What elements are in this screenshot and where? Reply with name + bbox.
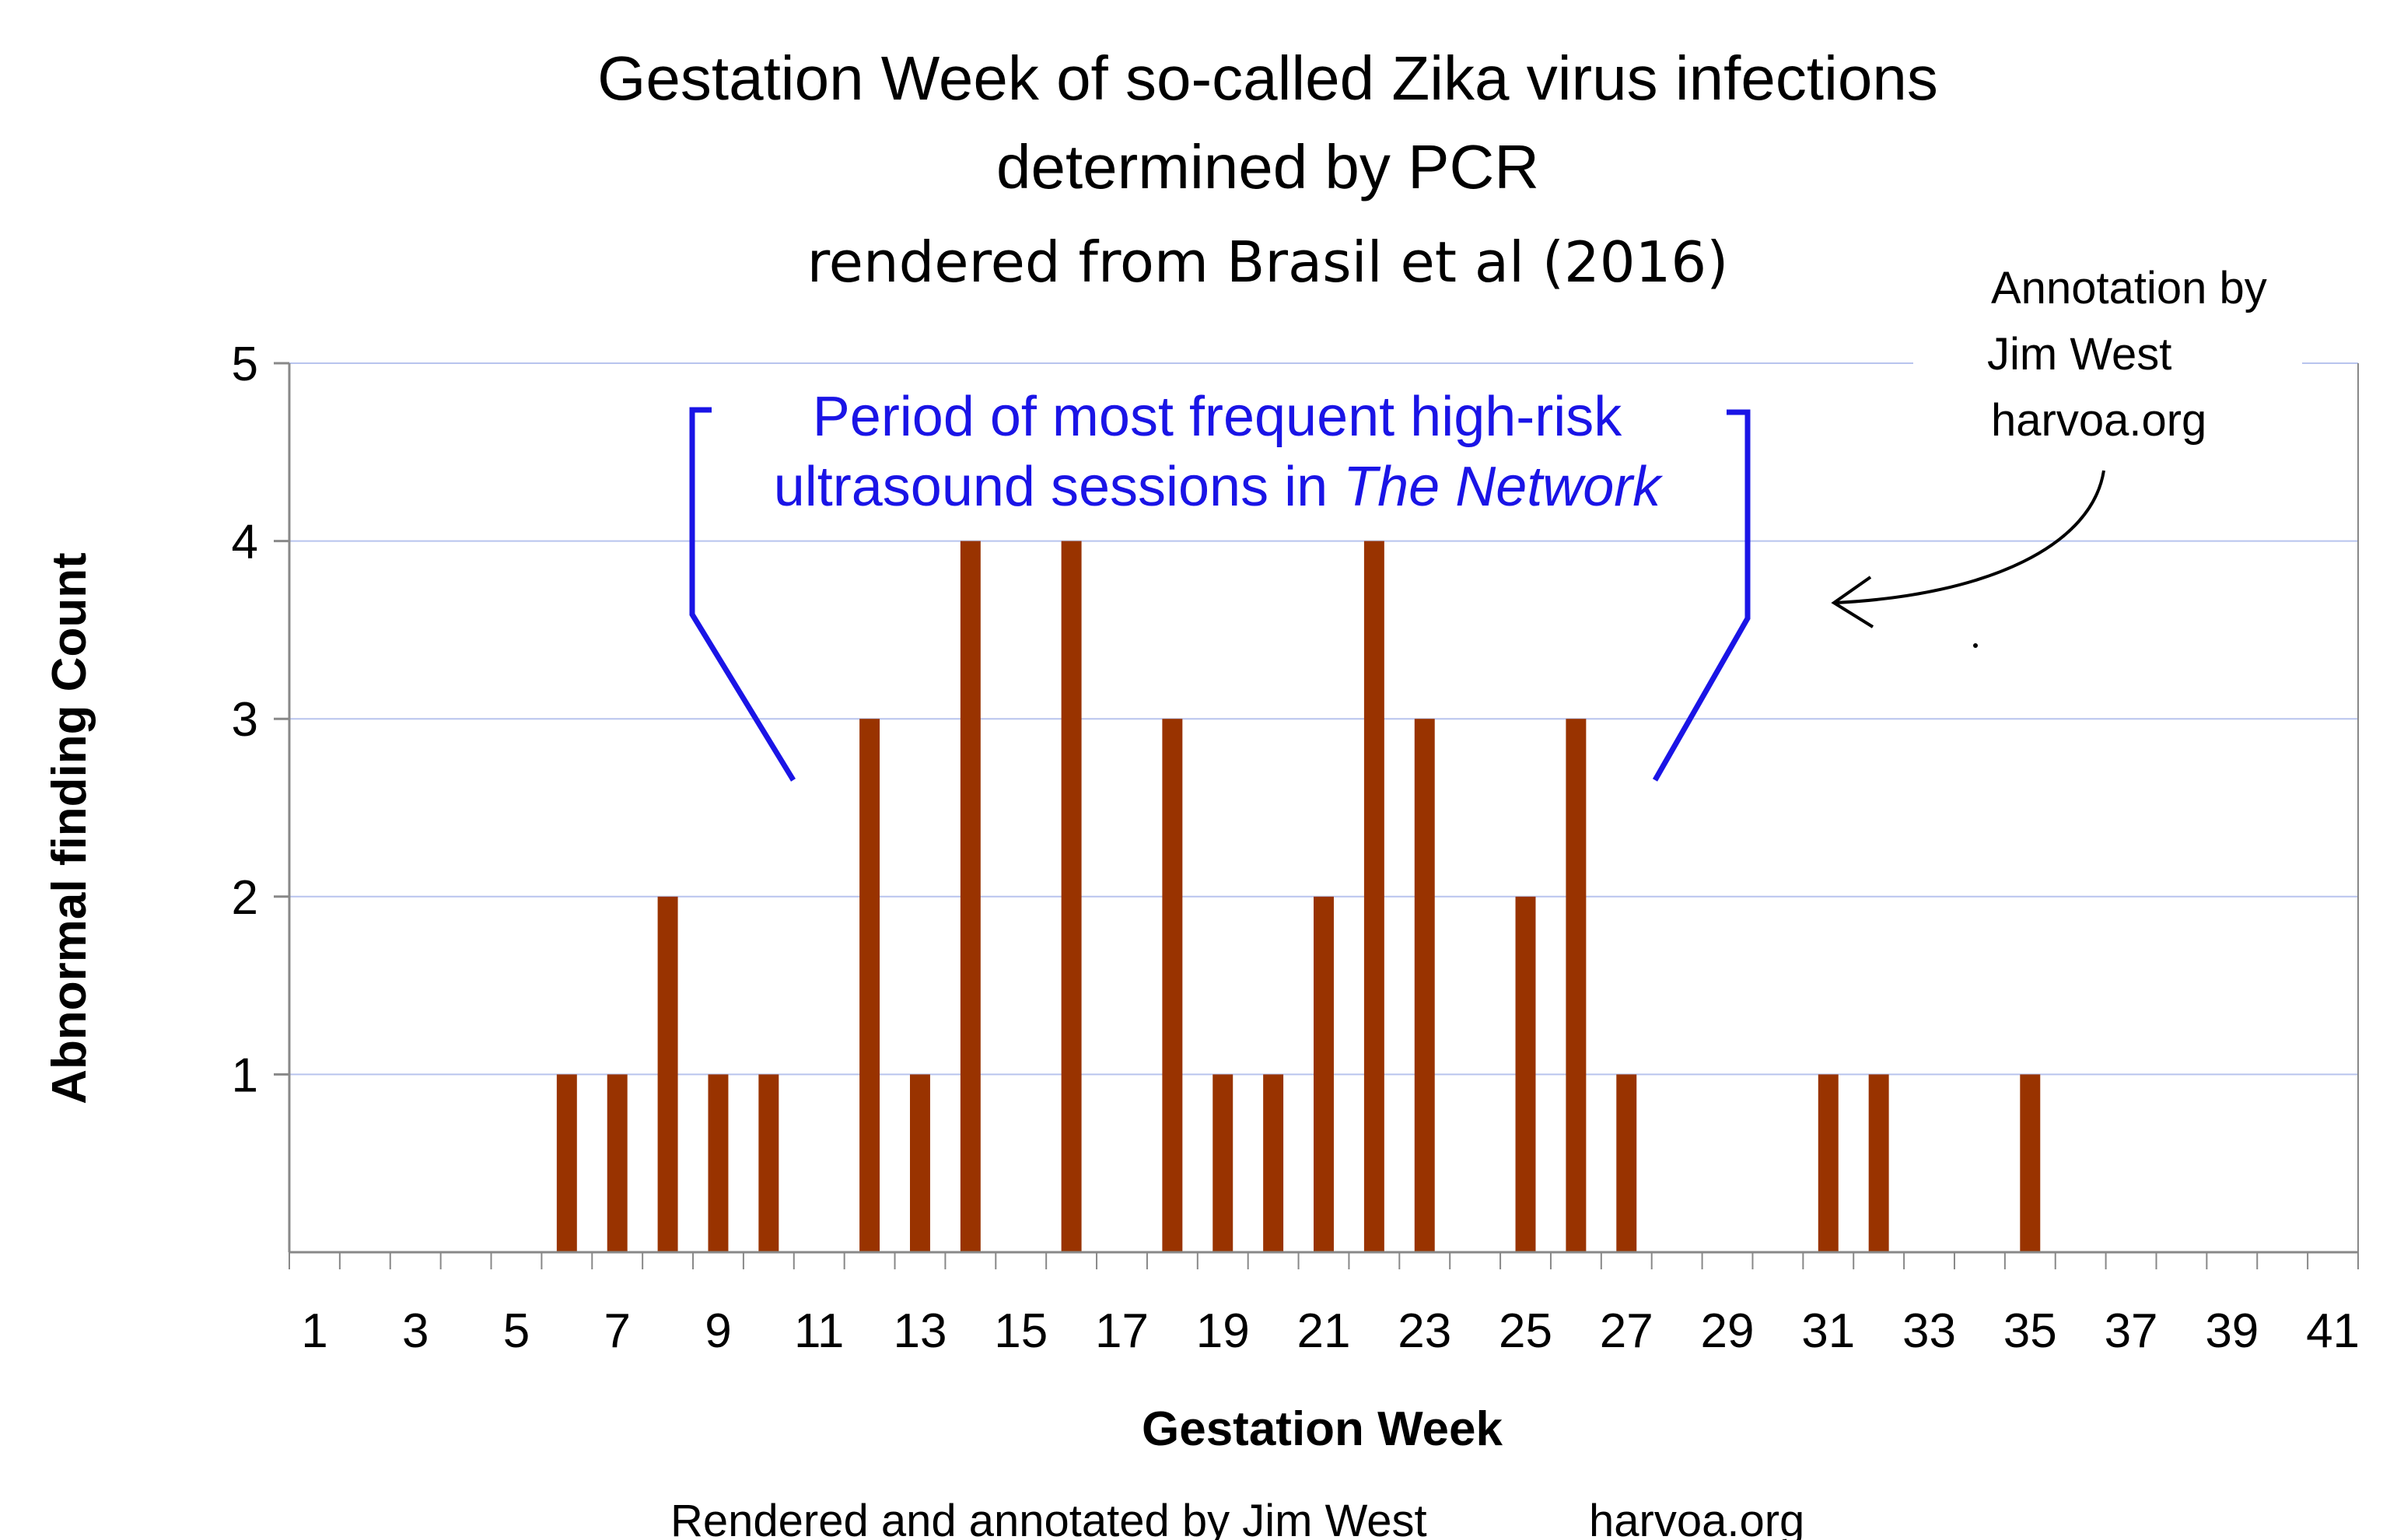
- bar-week-23: [1414, 719, 1435, 1252]
- author-text-line1: Annotation by: [1991, 263, 2267, 313]
- author-annotation: Annotation by Jim West harvoa.org: [1831, 263, 2267, 648]
- author-text-line2: Jim West: [1987, 329, 2171, 380]
- annotation-mask-period: [716, 373, 1711, 529]
- x-tick-label-21: 21: [1297, 1304, 1351, 1358]
- x-tick-label-11: 11: [794, 1304, 844, 1358]
- x-tick-label-27: 27: [1600, 1304, 1653, 1358]
- footer-credit-name: Rendered and annotated by Jim West: [670, 1496, 1427, 1540]
- period-annotation: Period of most frequent high-risk ultras…: [689, 386, 1751, 782]
- x-tick-label-13: 13: [893, 1304, 947, 1358]
- bar-week-13: [910, 1074, 930, 1252]
- stray-dot: [1973, 643, 1978, 648]
- x-tick-label-29: 29: [1701, 1304, 1755, 1358]
- period-text-line2: ultrasound sessions in The Network: [774, 456, 1664, 518]
- bar-week-21: [1314, 896, 1334, 1252]
- x-axis-label: Gestation Week: [1142, 1402, 1503, 1456]
- x-tick-label-25: 25: [1499, 1304, 1552, 1358]
- bar-week-12: [859, 719, 880, 1252]
- x-tick-label-17: 17: [1095, 1304, 1149, 1358]
- x-tick-labels: 1 3 5 7 9 11 13 15 17 19 21 23 25 27 29 31 33 35 37 39 41: [301, 1304, 2360, 1358]
- y-tick-labels: 1 2 3 4 5: [232, 338, 258, 1102]
- x-tick-label-19: 19: [1196, 1304, 1250, 1358]
- bar-week-8: [657, 896, 678, 1252]
- x-tick-label-23: 23: [1398, 1304, 1451, 1358]
- chart-title-line1: Gestation Week of so-called Zika virus i…: [597, 44, 1938, 113]
- left-bracket: [689, 407, 796, 782]
- annotation-mask-author: [1913, 342, 2302, 474]
- axes: [274, 362, 2359, 1269]
- bar-week-7: [607, 1074, 628, 1252]
- x-tick-label-15: 15: [994, 1304, 1048, 1358]
- gridlines: [289, 362, 2358, 1076]
- bars: [556, 541, 2041, 1252]
- bar-week-16: [1061, 541, 1082, 1252]
- bar-week-26: [1566, 719, 1587, 1252]
- bar-week-25: [1515, 896, 1536, 1252]
- y-tick-label-2: 2: [232, 871, 258, 925]
- x-tick-label-7: 7: [604, 1304, 630, 1358]
- curved-arrow: [1835, 470, 2105, 604]
- bar-week-18: [1162, 719, 1183, 1252]
- y-tick-label-3: 3: [232, 693, 258, 747]
- y-tick-label-4: 4: [232, 516, 258, 569]
- arrow-head: [1831, 576, 1874, 628]
- y-tick-label-1: 1: [232, 1048, 258, 1102]
- x-tick-label-33: 33: [1902, 1304, 1956, 1358]
- right-bracket: [1652, 409, 1751, 782]
- chart-title-line2: determined by PCR: [996, 132, 1539, 201]
- x-tick-label-41: 41: [2306, 1304, 2360, 1358]
- bar-week-32: [1868, 1074, 1889, 1252]
- y-axis-label: Abnormal finding Count: [43, 552, 96, 1104]
- bar-week-10: [758, 1074, 779, 1252]
- period-text-line2-italic: The Network: [1343, 456, 1664, 518]
- bar-week-22: [1363, 541, 1384, 1252]
- y-tick-label-5: 5: [232, 338, 258, 391]
- bar-week-14: [960, 541, 981, 1252]
- bar-week-35: [2020, 1074, 2041, 1252]
- bar-week-31: [1818, 1074, 1839, 1252]
- bar-week-19: [1212, 1074, 1233, 1252]
- bar-week-27: [1616, 1074, 1637, 1252]
- x-tick-label-5: 5: [503, 1304, 530, 1358]
- x-tick-label-1: 1: [301, 1304, 327, 1358]
- x-tick-label-35: 35: [2003, 1304, 2057, 1358]
- x-tick-label-31: 31: [1801, 1304, 1855, 1358]
- period-text-line1: Period of most frequent high-risk: [813, 386, 1622, 448]
- period-text-line2-prefix: ultrasound sessions in: [774, 456, 1343, 518]
- x-tick-label-37: 37: [2105, 1304, 2158, 1358]
- x-tick-label-9: 9: [705, 1304, 731, 1358]
- bar-week-20: [1263, 1074, 1284, 1252]
- bar-week-9: [708, 1074, 729, 1252]
- footer-credit-site: harvoa.org: [1589, 1496, 1804, 1540]
- x-tick-label-3: 3: [402, 1304, 429, 1358]
- author-text-line3: harvoa.org: [1991, 395, 2206, 446]
- chart-subtitle: rendered from Brasil et al (2016): [807, 229, 1729, 295]
- x-tick-label-39: 39: [2205, 1304, 2259, 1358]
- bar-week-6: [556, 1074, 577, 1252]
